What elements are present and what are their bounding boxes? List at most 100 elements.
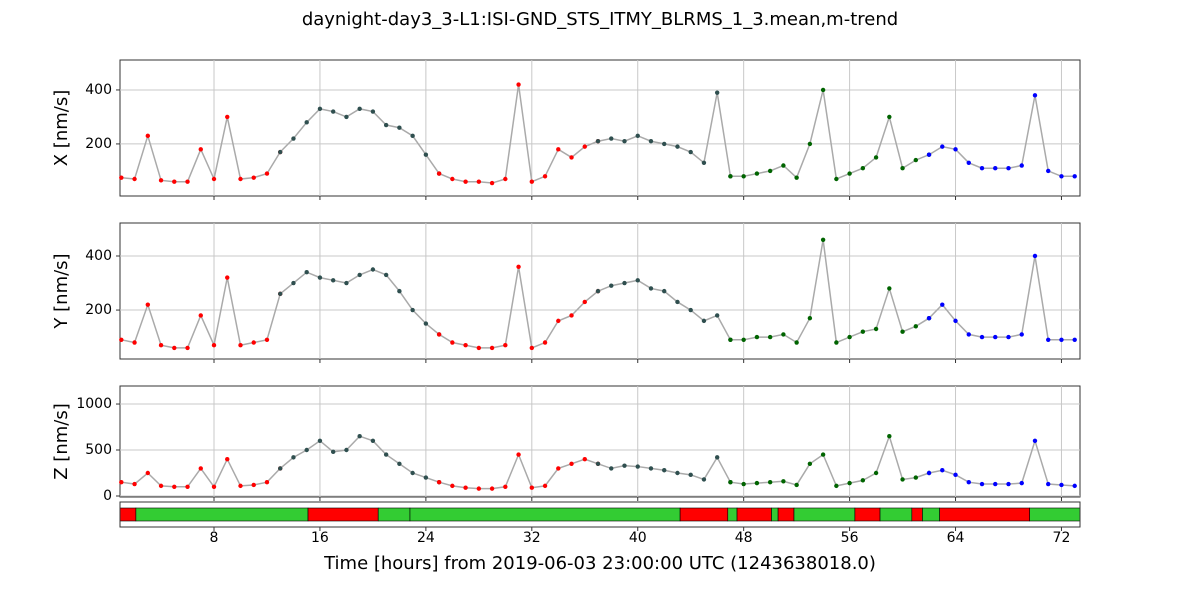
data-point [304,120,309,125]
chart-title: daynight-day3_3-L1:ISI-GND_STS_ITMY_BLRM… [302,9,898,30]
data-point [860,166,866,171]
data-point [423,321,429,326]
data-point [225,114,230,120]
data-point [648,286,654,291]
data-point [887,434,892,439]
y-axis-label: Z [nm/s] [51,403,72,479]
series-line [121,457,281,489]
data-point [132,340,137,345]
data-point [741,481,746,487]
data-point [662,141,667,147]
data-point [317,438,323,444]
data-point [953,318,958,324]
y-tick-label: 0 [103,488,112,504]
data-point [145,133,151,139]
data-point [860,478,866,483]
data-point [397,461,402,467]
data-point [172,484,177,489]
data-point [887,114,892,120]
data-point [463,343,468,348]
data-point [900,477,905,482]
state-segment [377,507,411,522]
data-point [344,280,349,286]
data-point [198,147,203,152]
data-point [542,174,548,179]
data-point [728,174,733,179]
data-point [383,272,389,278]
data-point [873,470,879,476]
plot-area [119,222,1081,360]
data-point [781,332,786,337]
data-point [1046,168,1051,174]
data-point [185,345,190,351]
data-point [582,144,587,149]
data-point [662,468,667,473]
state-segment [679,507,729,522]
state-segment [409,507,681,522]
data-point [781,163,786,168]
data-point [251,175,256,180]
data-point [410,133,415,139]
data-point [238,176,243,182]
data-point [622,139,627,144]
data-point [119,175,124,180]
data-point [714,455,720,460]
data-point [622,463,627,468]
data-point [1046,337,1051,343]
x-tick-label: 72 [1053,530,1071,546]
state-segment [939,507,1030,522]
data-point [820,452,826,457]
data-point [158,178,164,183]
data-point [489,486,495,491]
data-point [436,479,442,485]
data-point [873,155,879,160]
data-point [357,434,362,439]
data-point [940,302,945,307]
data-point [278,149,283,155]
data-point [556,466,561,471]
data-point [979,166,985,171]
data-point [383,122,389,128]
data-point [714,90,720,95]
data-point [714,313,720,318]
data-point [701,318,707,324]
data-point [1059,337,1064,343]
data-point [1032,93,1038,98]
data-point [516,264,521,270]
x-tick-label: 56 [841,530,859,546]
data-point [595,139,601,144]
state-segment [793,507,856,522]
x-axis-label: Time [hours] from 2019-06-03 23:00:00 UT… [323,553,876,574]
data-point [1072,483,1077,489]
x-tick-label: 32 [523,530,541,546]
data-point [900,166,905,171]
plot-area [119,59,1081,197]
y-tick-label: 200 [85,302,112,318]
data-point [926,315,932,321]
x-tick-label: 40 [629,530,647,546]
data-point [132,481,137,487]
data-point [635,464,640,469]
data-point [317,106,323,112]
data-point [489,345,495,351]
x-tick-label: 48 [735,530,753,546]
data-point [516,82,521,87]
state-segment [879,507,913,522]
data-point [794,175,799,180]
data-point [172,179,177,184]
data-point [529,345,535,351]
state-segment [911,507,923,522]
data-point [860,329,866,334]
data-point [688,472,693,478]
data-point [609,283,614,288]
data-point [503,176,508,182]
data-point [648,466,654,471]
y-tick-label: 1000 [76,396,112,412]
data-point [979,481,985,487]
data-point [304,270,309,275]
data-point [662,288,667,294]
state-segment [727,507,738,522]
data-point [847,480,852,486]
data-point [1032,253,1038,259]
data-point [675,470,680,476]
